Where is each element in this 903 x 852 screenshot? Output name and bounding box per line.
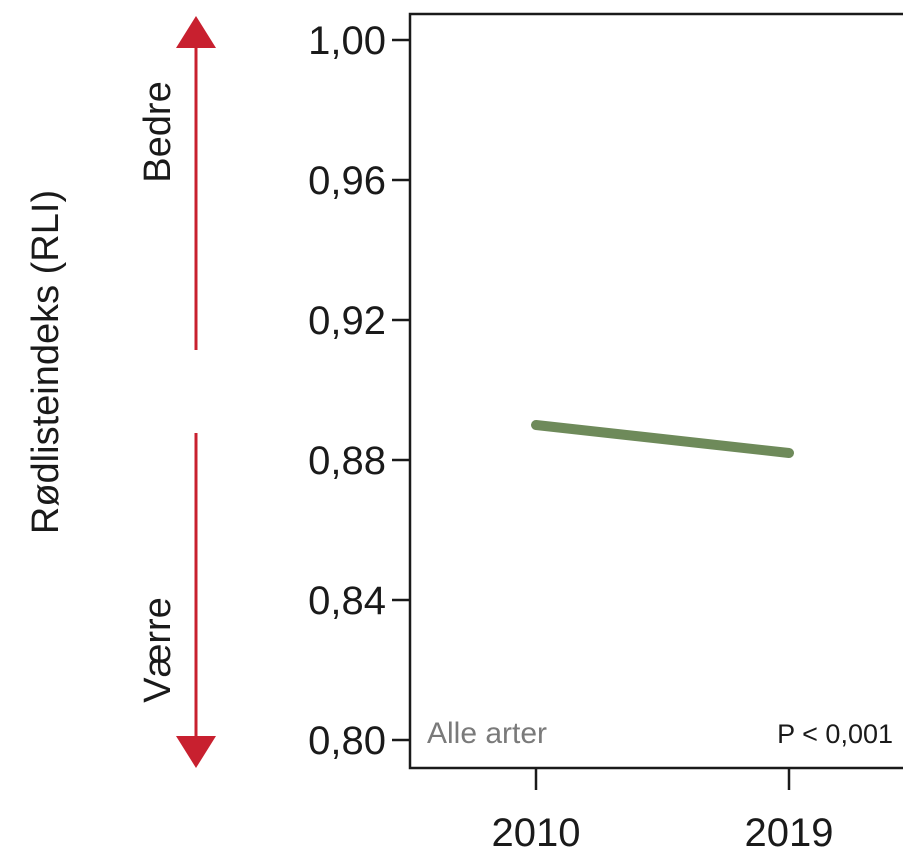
p-value-label: P < 0,001	[777, 719, 893, 749]
x-tick-label: 2019	[745, 811, 834, 852]
arrow-down-head	[176, 736, 216, 768]
y-tick-label: 0,88	[308, 439, 386, 483]
arrow-down-label: Værre	[137, 597, 179, 703]
arrow-up-head	[176, 16, 216, 48]
series-line	[531, 420, 794, 458]
y-tick-label: 0,92	[308, 299, 386, 343]
y-tick-label: 1,00	[308, 19, 386, 63]
x-tick-label: 2010	[492, 811, 581, 852]
y-tick-label: 0,84	[308, 579, 386, 623]
direction-arrow	[176, 16, 216, 768]
y-axis-title: Rødlisteindeks (RLI)	[25, 190, 67, 534]
arrow-up-label: Bedre	[137, 81, 179, 182]
group-label: Alle arter	[427, 717, 547, 750]
y-tick-label: 0,80	[308, 719, 386, 763]
y-tick-label: 0,96	[308, 159, 386, 203]
plot-frame	[408, 12, 903, 770]
series-layer	[531, 420, 794, 458]
y-axis: 1,00 0,96 0,92 0,88 0,84 0,80	[308, 19, 410, 763]
x-axis: 2010 2019	[492, 768, 834, 852]
